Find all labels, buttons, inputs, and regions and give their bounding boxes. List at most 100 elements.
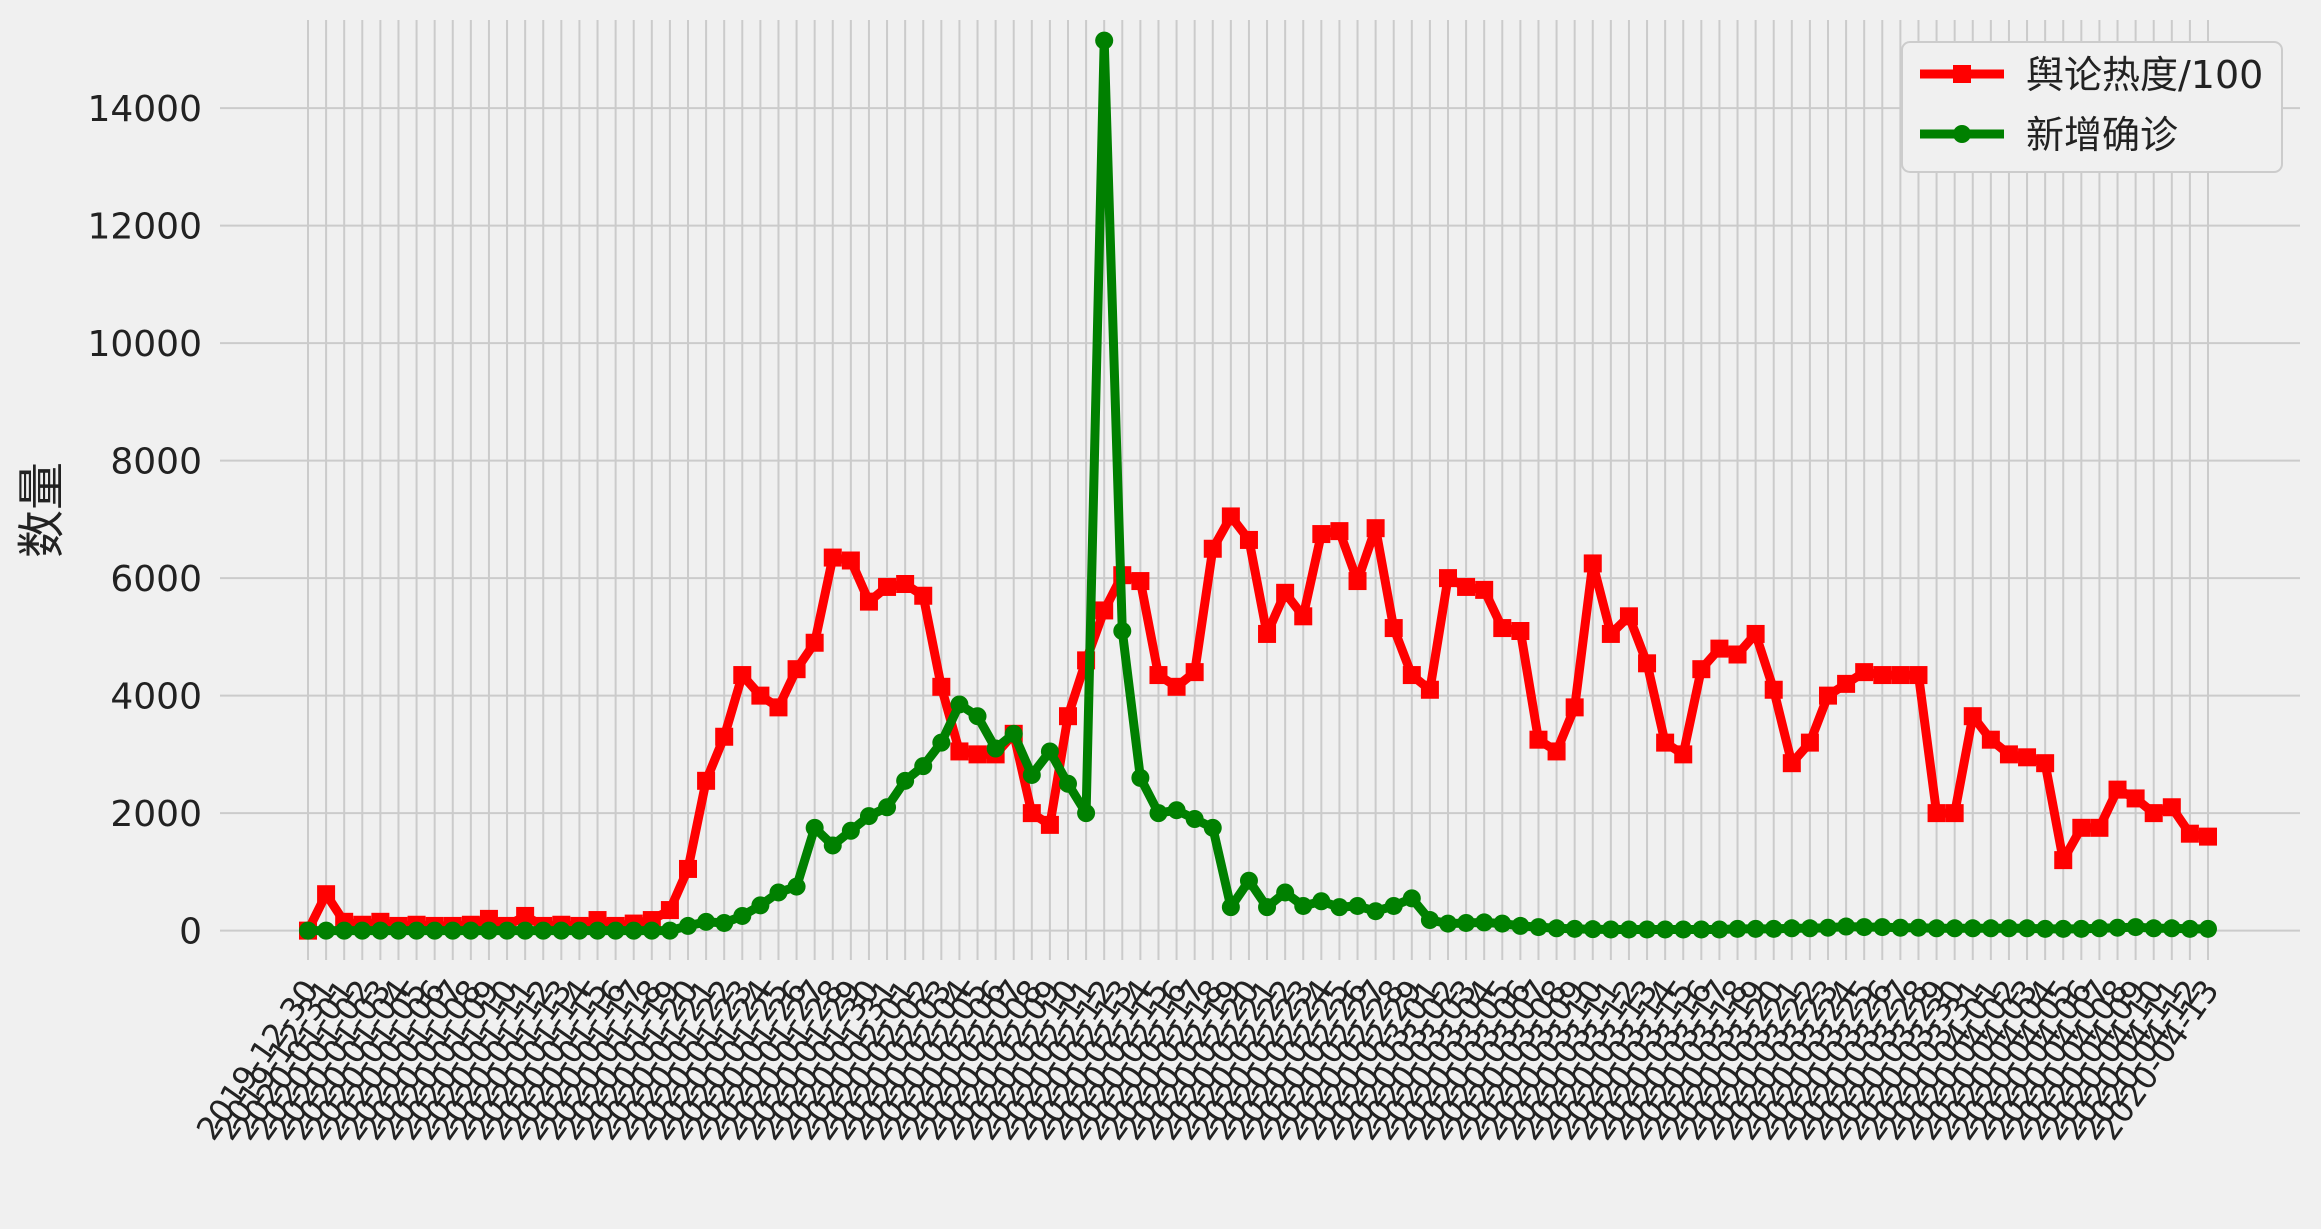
- confirmed-point: [1113, 622, 1132, 640]
- confirmed-point: [389, 921, 408, 940]
- legend-label-heat: 舆论热度/100: [2026, 53, 2263, 97]
- heat-point: [1059, 707, 1077, 726]
- heat-point: [1167, 677, 1186, 696]
- y-axis-label: 数量: [14, 462, 70, 558]
- legend-label-confirmed: 新增确诊: [2026, 113, 2178, 157]
- confirmed-point: [407, 921, 426, 940]
- confirmed-point: [2199, 919, 2217, 938]
- y-tick-label: 0: [179, 912, 202, 953]
- confirmed-point: [1366, 902, 1385, 921]
- confirmed-point: [299, 921, 317, 940]
- heat-point: [1420, 680, 1439, 699]
- confirmed-point: [2108, 918, 2127, 937]
- confirmed-point: [1837, 917, 1856, 936]
- heat-point: [1131, 572, 1150, 591]
- confirmed-point: [932, 733, 951, 752]
- confirmed-point: [479, 921, 498, 940]
- confirmed-point: [805, 818, 824, 837]
- heat-point: [787, 660, 806, 679]
- confirmed-point: [1203, 818, 1222, 837]
- y-tick-label: 14000: [87, 89, 202, 130]
- legend-marker-heat: [1953, 65, 1971, 83]
- confirmed-point: [896, 771, 915, 790]
- heat-point: [1819, 686, 1837, 705]
- heat-point: [1855, 663, 1874, 682]
- confirmed-point: [1855, 918, 1874, 937]
- heat-point: [914, 586, 933, 605]
- heat-point: [1511, 622, 1530, 640]
- confirmed-point: [1402, 889, 1421, 908]
- confirmed-point: [1547, 919, 1566, 938]
- confirmed-point: [2018, 919, 2037, 938]
- confirmed-point: [1457, 913, 1476, 932]
- heat-point: [1891, 666, 1910, 685]
- heat-point: [1384, 619, 1403, 638]
- confirmed-point: [660, 921, 679, 940]
- confirmed-point: [1167, 801, 1186, 820]
- confirmed-point: [1004, 724, 1023, 743]
- series-confirmed: [299, 31, 2217, 940]
- confirmed-point: [353, 921, 372, 940]
- heat-point: [1981, 730, 2000, 749]
- heat-point: [1927, 804, 1946, 823]
- confirmed-point: [769, 883, 788, 902]
- confirmed-point: [425, 921, 444, 940]
- confirmed-point: [859, 807, 878, 826]
- heat-point: [660, 901, 679, 920]
- heat-point: [1619, 607, 1638, 626]
- heat-point: [859, 592, 878, 611]
- confirmed-point: [1276, 883, 1295, 902]
- series-layer: [299, 31, 2217, 940]
- confirmed-point: [1710, 920, 1729, 939]
- y-tick-label: 4000: [110, 677, 202, 718]
- heat-point: [1221, 507, 1240, 526]
- confirmed-point: [841, 821, 860, 840]
- heat-point: [1837, 674, 1856, 693]
- heat-point: [516, 906, 535, 925]
- confirmed-point: [1819, 918, 1837, 937]
- confirmed-point: [1040, 742, 1059, 761]
- confirmed-point: [1059, 774, 1077, 793]
- heat-point: [1547, 742, 1566, 761]
- y-tick-label: 2000: [110, 794, 202, 835]
- heat-point: [1963, 707, 1982, 726]
- confirmed-point: [1095, 31, 1114, 50]
- confirmed-point: [1565, 919, 1584, 938]
- confirmed-point: [642, 921, 661, 940]
- confirmed-point: [1420, 911, 1439, 930]
- confirmed-point: [950, 695, 969, 714]
- heat-point: [2162, 798, 2181, 817]
- confirmed-point: [1258, 898, 1277, 917]
- confirmed-point: [2072, 919, 2091, 938]
- heat-point: [2018, 748, 2037, 767]
- heat-point: [1999, 745, 2018, 764]
- confirmed-point: [823, 836, 842, 855]
- confirmed-line: [308, 36, 2208, 936]
- confirmed-point: [1239, 871, 1258, 890]
- heat-point: [1348, 572, 1367, 591]
- confirmed-point: [1873, 918, 1892, 937]
- heat-point: [1656, 733, 1675, 752]
- confirmed-point: [1800, 919, 1819, 938]
- confirmed-point: [1764, 919, 1783, 938]
- heat-point: [1040, 815, 1059, 834]
- heat-point: [1746, 624, 1765, 643]
- confirmed-point: [1891, 918, 1910, 937]
- heat-point: [1185, 663, 1204, 682]
- heat-point: [1258, 624, 1277, 643]
- heat-point: [1909, 666, 1928, 685]
- heat-point: [823, 548, 842, 567]
- legend: 舆论热度/100 新增确诊: [1901, 41, 2283, 173]
- heat-point: [1402, 666, 1421, 685]
- heat-point: [1529, 730, 1548, 749]
- confirmed-point: [2126, 918, 2145, 937]
- confirmed-point: [2180, 919, 2199, 938]
- y-tick-label: 6000: [110, 559, 202, 600]
- confirmed-point: [1981, 919, 2000, 938]
- confirmed-point: [443, 921, 462, 940]
- confirmed-point: [1619, 920, 1638, 939]
- confirmed-point: [1945, 919, 1964, 938]
- confirmed-point: [1511, 916, 1530, 935]
